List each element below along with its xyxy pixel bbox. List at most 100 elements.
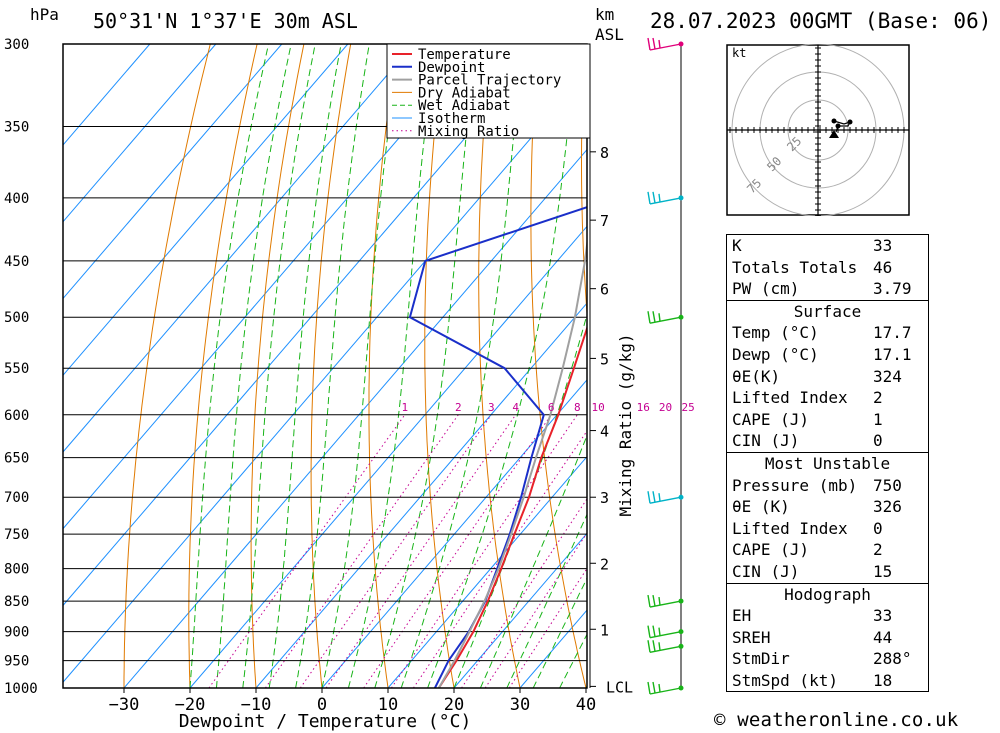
barb-staff — [649, 496, 682, 504]
barb-feather — [658, 596, 661, 606]
barb-feather — [647, 37, 651, 51]
mixing-ratio-line — [208, 414, 406, 688]
barb-feather — [652, 681, 656, 694]
index-row: PW (cm) 3.79 — [727, 278, 928, 300]
dry-adiabat — [959, 44, 1000, 688]
indices-panel: K 33 Totals Totals 46 PW (cm) 3.79 Surface … — [726, 234, 929, 693]
index-label: PW (cm) — [732, 279, 800, 299]
barb-staff — [649, 645, 682, 653]
mixing-ratio-label: 1 — [401, 401, 408, 414]
height-unit: km — [595, 5, 614, 24]
hodo-row: StmSpd (kt) 18 — [727, 670, 928, 692]
legend-label: Isotherm — [418, 111, 485, 127]
barb-feather — [652, 640, 656, 652]
mu-row: CIN (J) 15 — [727, 561, 928, 583]
height-tick-label: 5 — [600, 350, 609, 368]
surface-value: 2 — [873, 388, 883, 408]
index-row: K 33 — [727, 235, 928, 257]
height-unit-sub: ASL — [595, 25, 624, 44]
barb-staff — [649, 600, 682, 608]
hodo-row: SREH 44 — [727, 627, 928, 649]
hodo-value: 18 — [873, 670, 893, 690]
mixing-ratio-line — [412, 430, 587, 688]
legend-label: Parcel Trajectory — [418, 73, 561, 89]
mu-label: CAPE (J) — [732, 540, 810, 560]
height-tick-label: LCL — [606, 678, 633, 696]
x-tick-label: 20 — [444, 695, 464, 715]
barb-dot — [678, 598, 684, 604]
wet-adiabat — [295, 44, 370, 688]
legend-label: Mixing Ratio — [418, 124, 519, 140]
datetime-title: 28.07.2023 00GMT (Base: 06) — [650, 9, 992, 33]
legend-label: Dry Adiabat — [418, 85, 511, 101]
surface-label: θE(K) — [732, 366, 781, 386]
mixing-ratio-label: 10 — [591, 401, 604, 414]
pressure-unit: hPa — [30, 5, 59, 24]
x-tick-label: 10 — [378, 695, 398, 715]
isotherm — [63, 44, 481, 530]
pressure-label: 650 — [4, 451, 29, 467]
mu-label: CIN (J) — [732, 561, 800, 581]
surface-label: CAPE (J) — [732, 409, 810, 429]
barb-feather — [652, 625, 656, 637]
parcel-trajectory-line — [437, 237, 587, 688]
pressure-label: 950 — [4, 654, 29, 670]
mu-row: θE (K) 326 — [727, 496, 928, 518]
surface-row: CIN (J) 0 — [727, 430, 928, 452]
hodograph-unit: kt — [732, 46, 746, 60]
pressure-label: 800 — [4, 562, 29, 578]
hodo-label: StmDir — [732, 649, 790, 669]
surface-value: 17.7 — [873, 323, 912, 343]
wet-adiabat — [479, 433, 587, 688]
barb-feather — [658, 193, 661, 202]
height-tick-label: 7 — [600, 212, 609, 230]
hodograph-title: Hodograph — [727, 582, 928, 606]
barb-feather — [647, 191, 651, 204]
height-tick-label: 2 — [600, 555, 609, 573]
mixing-ratio-line — [264, 414, 459, 688]
surface-value: 1 — [873, 409, 883, 429]
dry-adiabat — [631, 44, 719, 688]
barb-dot — [678, 314, 684, 320]
x-tick-label: 40 — [576, 695, 596, 715]
x-tick-label: 0 — [317, 695, 327, 715]
surface-row: θE(K) 324 — [727, 366, 928, 388]
barb-feather — [658, 493, 661, 502]
mu-label: θE (K) — [732, 497, 790, 517]
pressure-label: 450 — [4, 254, 29, 270]
hodo-row: StmDir 288° — [727, 648, 928, 670]
legend-label: Dewpoint — [418, 60, 485, 76]
wet-adiabat — [347, 44, 437, 688]
hodo-value: 44 — [873, 627, 893, 647]
barb-feather — [647, 594, 651, 608]
surface-row: Lifted Index 2 — [727, 387, 928, 409]
surface-label: Temp (°C) — [732, 323, 819, 343]
mu-row: CAPE (J) 2 — [727, 539, 928, 561]
wet-adiabat — [400, 44, 524, 688]
pressure-label: 300 — [4, 37, 29, 53]
mu-label: Lifted Index — [732, 518, 848, 538]
mixing-ratio-labels: 1 2 3 4 6 8 10 16 20 25 — [401, 401, 694, 414]
index-value: 33 — [873, 236, 893, 255]
index-value: 46 — [873, 257, 893, 277]
pressure-label: 1000 — [4, 681, 38, 697]
x-tick-label: −10 — [241, 695, 272, 715]
barb-feather — [647, 681, 651, 695]
mixing-ratio-line — [299, 414, 492, 688]
wind-barb — [647, 625, 684, 639]
barb-dot — [678, 195, 684, 201]
wind-barb — [647, 640, 684, 653]
isotherm — [63, 44, 349, 376]
barb-feather — [647, 491, 651, 504]
index-row: Totals Totals 46 — [727, 257, 928, 279]
most-unstable-title: Most Unstable — [727, 451, 928, 475]
mixing-ratio-label: 25 — [681, 401, 694, 414]
legend-label: Temperature — [418, 47, 511, 63]
mixing-ratio-axis-title: Mixing Ratio (g/kg) — [616, 333, 635, 516]
wind-barb — [647, 491, 684, 504]
hodo-label: StmSpd (kt) — [732, 670, 838, 690]
mixing-ratio-line — [390, 414, 578, 688]
wind-barb — [647, 191, 684, 205]
surface-row: CAPE (J) 1 — [727, 409, 928, 431]
barb-staff — [649, 197, 682, 205]
